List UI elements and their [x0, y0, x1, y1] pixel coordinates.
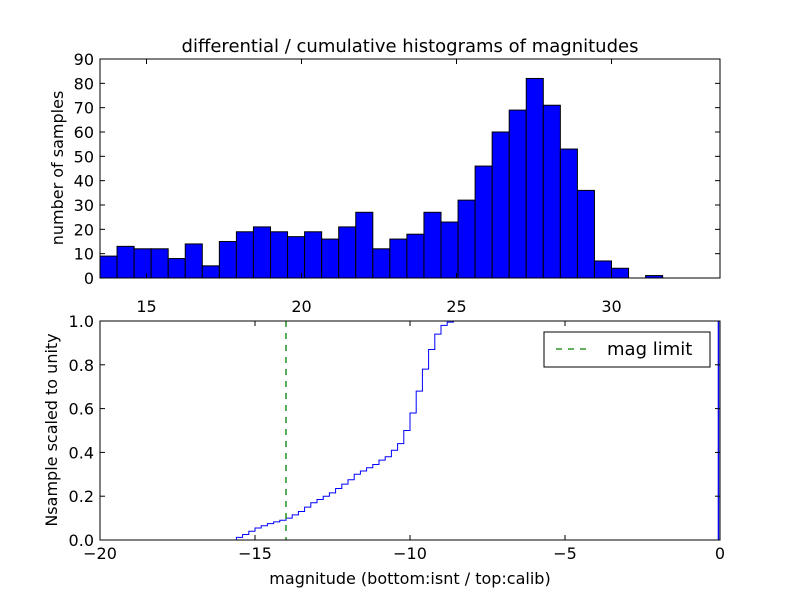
histogram-bar	[542, 104, 561, 279]
histogram-bar	[338, 226, 357, 279]
histogram-bar	[593, 260, 613, 279]
y-tick-label: 0.4	[69, 443, 94, 462]
cumulative-histogram-panel: −20 −15 −10 −5 0 0.0 0.2 0.4 0.6 0.8 1.0 magnitud…	[42, 312, 725, 588]
x-tick-label: 30	[601, 297, 621, 316]
bottom-y-axis-label: Nsample scaled to unity	[42, 333, 61, 526]
y-tick-label: 80	[74, 74, 94, 93]
x-tick-label: −20	[83, 544, 117, 563]
y-tick-label: 50	[74, 147, 94, 166]
histogram-bar	[235, 231, 254, 279]
differential-histogram-panel: differential / cumulative histograms of …	[48, 36, 721, 316]
y-tick-label: 20	[74, 220, 94, 239]
x-tick-label: 25	[446, 297, 466, 316]
histogram-bar	[150, 248, 169, 279]
x-tick-label: 20	[291, 297, 311, 316]
histogram-bar	[133, 248, 152, 279]
x-tick-label: −15	[238, 544, 272, 563]
histogram-bar	[304, 231, 323, 279]
top-y-tick-labels: 0 10 20 30 40 50 60 70 80 90	[74, 50, 94, 288]
histogram-bar	[252, 226, 271, 279]
x-tick-label: 15	[136, 297, 156, 316]
histogram-bar	[406, 233, 425, 279]
histogram-bar	[116, 245, 135, 279]
x-tick-label: 0	[715, 544, 725, 563]
histogram-bar	[201, 265, 220, 279]
y-tick-label: 30	[74, 196, 94, 215]
histogram-bar	[270, 231, 289, 279]
histogram-bar	[99, 255, 118, 279]
y-tick-label: 0.2	[69, 487, 94, 506]
histogram-bar	[218, 241, 237, 279]
histogram-bar	[611, 267, 630, 279]
legend: mag limit	[543, 331, 711, 368]
histogram-bar	[355, 211, 374, 279]
cumulative-step-line	[100, 320, 719, 541]
bottom-x-axis-label: magnitude (bottom:isnt / top:calib)	[269, 569, 550, 588]
y-tick-label: 90	[74, 50, 94, 69]
histogram-bar	[491, 131, 510, 279]
histogram-bar	[474, 165, 493, 279]
y-tick-label: 0.6	[69, 400, 94, 419]
histogram-bar	[457, 199, 476, 279]
top-x-tick-labels: 15 20 25 30	[136, 297, 621, 316]
y-tick-label: 60	[74, 123, 94, 142]
y-tick-label: 40	[74, 172, 94, 191]
top-axes-frame	[99, 58, 721, 279]
histogram-bar	[440, 221, 459, 279]
histogram-bar	[287, 236, 306, 279]
histogram-bar	[167, 258, 186, 279]
bottom-axis-ticks	[99, 320, 721, 541]
histogram-bars	[99, 77, 664, 279]
cumulative-lines	[100, 320, 720, 541]
y-tick-label: 1.0	[69, 312, 94, 331]
bottom-y-tick-labels: 0.0 0.2 0.4 0.6 0.8 1.0	[69, 312, 94, 550]
chart-title: differential / cumulative histograms of …	[182, 36, 639, 57]
histogram-bar	[184, 243, 203, 279]
bottom-x-tick-labels: −20 −15 −10 −5 0	[83, 544, 725, 563]
y-tick-label: 0	[84, 269, 94, 288]
histogram-bar	[321, 238, 340, 279]
y-tick-label: 0.8	[69, 356, 94, 375]
x-tick-label: −10	[393, 544, 427, 563]
histogram-bar	[372, 248, 391, 279]
top-axis-ticks	[100, 58, 720, 279]
top-y-axis-label: number of samples	[48, 91, 67, 246]
y-tick-label: 70	[74, 99, 94, 118]
x-tick-label: −5	[553, 544, 577, 563]
y-tick-label: 10	[74, 245, 94, 264]
histogram-bar	[559, 148, 578, 279]
histogram-bar	[389, 238, 408, 279]
histogram-bar	[576, 189, 595, 279]
histogram-bar	[525, 77, 544, 279]
legend-label: mag limit	[607, 339, 692, 360]
histogram-bar	[508, 109, 527, 279]
histogram-bar	[423, 211, 442, 279]
y-tick-label: 0.0	[69, 531, 94, 550]
